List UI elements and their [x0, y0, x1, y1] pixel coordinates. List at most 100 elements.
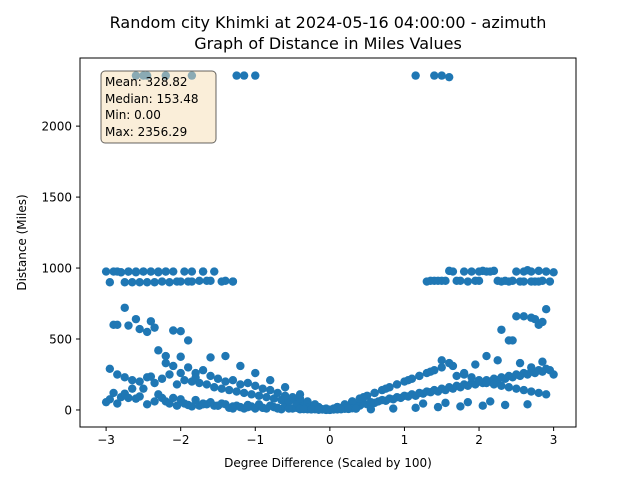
- data-point: [437, 71, 446, 80]
- data-point: [113, 320, 122, 330]
- data-point: [243, 402, 253, 412]
- data-point: [486, 397, 495, 406]
- data-point: [120, 373, 129, 382]
- data-point: [280, 383, 290, 392]
- data-point: [523, 400, 532, 409]
- data-point: [161, 267, 170, 276]
- data-point: [198, 267, 208, 276]
- data-point: [534, 266, 543, 276]
- data-point: [210, 383, 219, 392]
- x-axis-ticks: −3 −2 −1 0 1 2 3: [97, 427, 557, 447]
- data-point: [519, 277, 528, 286]
- data-point: [150, 378, 159, 388]
- data-point: [135, 324, 144, 334]
- data-point: [452, 371, 461, 381]
- data-point: [307, 405, 316, 414]
- data-point: [105, 395, 115, 404]
- data-point: [191, 373, 200, 382]
- data-point: [146, 267, 156, 276]
- data-point: [486, 267, 495, 276]
- data-point: [116, 268, 126, 277]
- data-point: [101, 267, 111, 276]
- data-point: [176, 352, 185, 361]
- data-point: [366, 405, 376, 414]
- data-point: [445, 72, 454, 82]
- data-point: [512, 384, 521, 393]
- data-point: [142, 278, 152, 287]
- data-point: [224, 385, 234, 395]
- data-point: [348, 397, 357, 406]
- data-point: [176, 327, 185, 336]
- data-point: [403, 375, 413, 385]
- data-point: [187, 277, 197, 286]
- data-point: [113, 399, 122, 408]
- data-point: [493, 276, 502, 286]
- data-point: [433, 402, 443, 412]
- data-point: [433, 276, 443, 286]
- data-point: [266, 385, 275, 395]
- data-point: [389, 404, 398, 413]
- data-point: [157, 277, 167, 286]
- x-tick-label: −3: [97, 433, 115, 447]
- stats-median: Median: 153.48: [105, 92, 199, 106]
- data-point: [176, 368, 185, 378]
- data-point: [202, 380, 211, 389]
- data-point: [180, 267, 189, 276]
- data-point: [124, 321, 133, 330]
- data-point: [538, 357, 547, 366]
- data-point: [527, 363, 536, 372]
- data-point: [512, 267, 521, 276]
- data-point: [228, 404, 238, 413]
- data-point: [206, 353, 215, 362]
- stats-box: Mean: 328.82 Median: 153.48 Min: 0.00 Ma…: [100, 70, 217, 144]
- data-point: [154, 346, 163, 355]
- data-point: [549, 370, 558, 379]
- y-tick-label: 2000: [41, 120, 72, 134]
- data-point: [165, 370, 174, 379]
- stats-box-background: [100, 70, 217, 144]
- data-point: [135, 278, 144, 287]
- data-point: [459, 368, 469, 378]
- stats-min: Min: 0.00: [105, 108, 161, 122]
- data-point: [415, 371, 424, 381]
- data-point: [128, 375, 137, 385]
- data-point: [504, 336, 514, 345]
- data-point: [183, 336, 193, 345]
- x-axis-label: Degree Difference (Scaled by 100): [224, 456, 432, 470]
- data-point: [187, 267, 197, 276]
- x-tick-label: −2: [172, 433, 190, 447]
- data-point: [474, 276, 484, 286]
- x-tick-label: 3: [550, 433, 558, 447]
- data-point: [128, 384, 137, 393]
- data-point: [124, 267, 133, 276]
- x-tick-label: 1: [401, 433, 409, 447]
- data-point: [538, 317, 547, 327]
- data-point: [157, 374, 167, 383]
- data-point: [359, 393, 368, 402]
- data-point: [206, 371, 215, 381]
- data-point: [437, 363, 446, 372]
- chart-title-line2: Graph of Distance in Miles Values: [194, 34, 462, 53]
- data-point: [482, 351, 491, 361]
- data-point: [206, 276, 215, 286]
- data-point: [221, 276, 230, 286]
- data-point: [232, 387, 241, 396]
- data-point: [448, 361, 458, 371]
- data-point: [370, 388, 379, 398]
- y-tick-label: 1500: [41, 191, 72, 205]
- data-point: [228, 375, 238, 385]
- data-point: [493, 356, 502, 365]
- data-point: [545, 277, 555, 286]
- data-points: [101, 71, 558, 415]
- data-point: [120, 278, 129, 287]
- x-tick-label: −1: [246, 433, 264, 447]
- x-tick-label: 0: [326, 433, 334, 447]
- data-point: [426, 367, 435, 376]
- y-tick-label: 1000: [41, 262, 72, 276]
- data-point: [105, 364, 115, 374]
- data-point: [169, 326, 178, 335]
- data-point: [534, 388, 543, 398]
- data-point: [459, 267, 469, 276]
- data-point: [418, 399, 428, 408]
